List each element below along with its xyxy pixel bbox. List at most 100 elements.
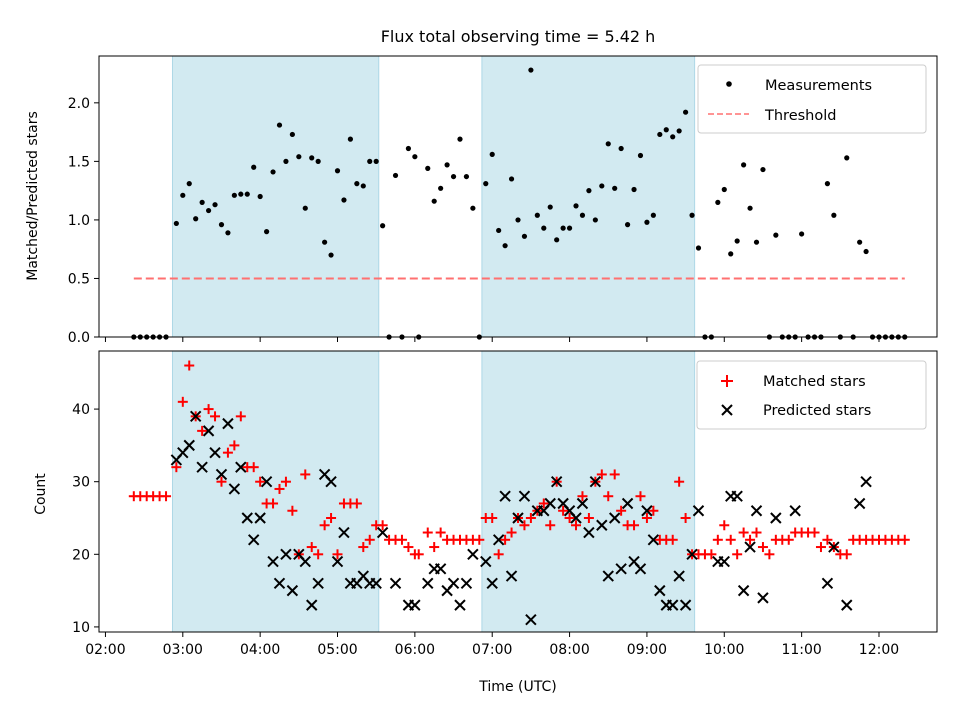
matched-star-point xyxy=(583,513,594,524)
predicted-star-point xyxy=(499,490,511,502)
predicted-star-point xyxy=(480,555,492,568)
measurement-point xyxy=(721,186,727,193)
matched-star-point xyxy=(764,549,775,560)
predicted-star-point xyxy=(853,497,866,510)
matched-star-point xyxy=(493,549,504,560)
measurement-point xyxy=(599,183,605,189)
panel-ratio: 0.0 0.5 1.0 1.5 2.0 Flux total observing tim… xyxy=(25,27,938,346)
matched-star-point xyxy=(525,513,536,524)
measurement-point xyxy=(554,237,560,243)
matched-star-point xyxy=(235,411,246,422)
matched-star-point xyxy=(635,491,646,502)
measurement-point xyxy=(489,151,495,157)
shaded-window-ratio-1 xyxy=(171,55,380,338)
x-tick-label: 10:00 xyxy=(704,642,744,658)
matched-star-point xyxy=(506,527,517,538)
matched-star-point xyxy=(171,462,182,473)
x-tick-label: 06:00 xyxy=(395,642,435,658)
x-tick-label: 05:00 xyxy=(317,642,357,658)
matched-star-point xyxy=(757,542,768,553)
predicted-star-point xyxy=(686,548,698,561)
predicted-star-point xyxy=(634,563,647,575)
measurement-point xyxy=(244,191,250,197)
predicted-star-point xyxy=(512,512,524,524)
x-tick-label: 11:00 xyxy=(781,642,821,658)
legend-measurements-label: Measurements xyxy=(765,78,872,94)
matched-star-point xyxy=(815,542,826,553)
measurement-point xyxy=(689,212,695,218)
measurement-point xyxy=(863,248,869,255)
y-tick-label-ratio: 0.5 xyxy=(68,271,90,287)
measurement-point xyxy=(463,173,470,180)
predicted-star-point xyxy=(828,541,840,553)
matched-star-point xyxy=(177,396,188,407)
measurement-point xyxy=(296,154,302,160)
measurement-point xyxy=(173,220,179,227)
matched-star-point xyxy=(783,534,794,545)
measurement-point xyxy=(618,145,624,152)
chart-title: Flux total observing time = 5.42 h xyxy=(381,27,656,46)
predicted-star-point xyxy=(273,577,286,590)
x-tick-label: 02:00 xyxy=(85,642,125,658)
matched-star-point xyxy=(558,505,569,516)
y-tick-label-count: 20 xyxy=(72,547,90,563)
predicted-star-point xyxy=(370,577,382,590)
predicted-star-point xyxy=(621,497,634,510)
measurement-point xyxy=(205,207,212,214)
measurement-point xyxy=(334,168,341,174)
y-tick-label-count: 40 xyxy=(72,402,90,418)
x-tick-label: 04:00 xyxy=(240,642,280,658)
predicted-star-point xyxy=(228,483,241,495)
measurement-point xyxy=(747,205,753,211)
predicted-star-point xyxy=(589,475,602,488)
measurement-point xyxy=(573,203,579,209)
predicted-star-point xyxy=(248,534,260,546)
matched-star-point xyxy=(474,534,485,545)
measurement-point xyxy=(470,205,476,211)
predicted-star-point xyxy=(731,490,743,502)
measurement-point xyxy=(637,152,644,159)
measurement-point xyxy=(367,158,373,164)
predicted-star-point xyxy=(325,475,337,488)
predicted-star-point xyxy=(737,584,750,597)
matched-star-point xyxy=(332,549,343,560)
measurement-point xyxy=(186,181,192,187)
measurement-point xyxy=(605,141,611,147)
measurement-point xyxy=(844,155,850,161)
predicted-star-point xyxy=(505,570,518,582)
measurement-point xyxy=(715,199,721,205)
y-tick-label-ratio: 0.0 xyxy=(68,330,90,346)
predicted-star-point xyxy=(267,555,279,568)
measurement-point xyxy=(695,245,702,251)
matched-star-point xyxy=(161,491,172,502)
x-tick-label: 03:00 xyxy=(163,642,203,658)
matched-star-point xyxy=(712,534,723,545)
measurement-point xyxy=(663,127,669,133)
matched-star-point xyxy=(255,476,266,487)
measurement-point xyxy=(341,197,347,203)
predicted-star-point xyxy=(299,555,311,568)
predicted-star-point xyxy=(260,475,273,488)
predicted-star-point xyxy=(608,512,621,524)
measurement-point xyxy=(276,122,283,128)
x-tick-label: 09:00 xyxy=(627,642,667,658)
predicted-star-point xyxy=(454,599,466,611)
predicted-star-point xyxy=(447,577,460,590)
predicted-star-point xyxy=(460,577,473,590)
measurement-point xyxy=(373,158,379,164)
matched-star-point xyxy=(377,520,388,531)
measurement-point xyxy=(541,225,547,231)
measurement-point xyxy=(328,252,334,258)
predicted-star-point xyxy=(757,592,769,604)
predicted-star-point xyxy=(673,570,685,582)
measurement-point xyxy=(425,165,431,171)
measurement-point xyxy=(753,239,760,245)
matched-star-point xyxy=(274,483,285,494)
measurement-point xyxy=(741,162,747,168)
predicted-star-point xyxy=(486,577,498,590)
measurement-point xyxy=(218,222,225,228)
predicted-star-point xyxy=(518,490,531,502)
matched-star-point xyxy=(629,520,640,531)
matched-star-point xyxy=(429,542,440,553)
legend-measurements-marker xyxy=(726,81,732,87)
